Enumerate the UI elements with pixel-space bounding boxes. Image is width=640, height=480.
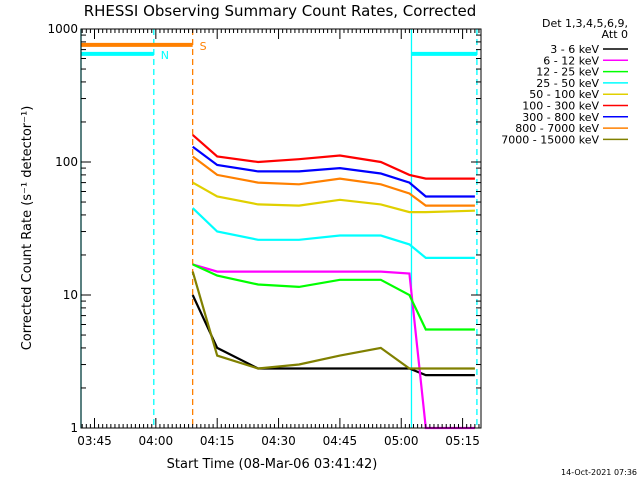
legend-label-5: 50 - 100 keV xyxy=(529,88,599,101)
flag-s-label: S xyxy=(200,40,207,53)
x-tick-label: 05:00 xyxy=(384,434,419,448)
series-line-3 xyxy=(192,263,475,331)
legend-label-9: 7000 - 15000 keV xyxy=(501,133,599,146)
series-line-2 xyxy=(192,263,475,430)
x-tick-label: 04:00 xyxy=(139,434,174,448)
series-line-5 xyxy=(192,181,475,214)
legend-label-1: 3 - 6 keV xyxy=(550,43,599,56)
legend-header-line-2: Att 0 xyxy=(602,28,628,41)
y-tick-label: 1 xyxy=(70,421,78,435)
plot-frame xyxy=(80,28,482,429)
series-line-4 xyxy=(191,207,475,259)
date-stamp: 14-Oct-2021 07:36 xyxy=(561,468,637,477)
x-tick-label: 05:15 xyxy=(445,434,480,448)
series-line-1 xyxy=(191,294,475,377)
chart-title: RHESSI Observing Summary Count Rates, Co… xyxy=(84,2,477,20)
x-axis-label: Start Time (08-Mar-06 03:41:42) xyxy=(167,457,378,472)
y-tick-label: 100 xyxy=(55,155,78,169)
series-line-6 xyxy=(191,134,475,180)
legend-label-4: 25 - 50 keV xyxy=(536,77,599,90)
legend-label-7: 300 - 800 keV xyxy=(522,111,599,124)
axes: 1 10 100 1000 03:45 04:00 04:15 04:30 04:45 05:00… xyxy=(47,22,482,448)
legend-label-3: 12 - 25 keV xyxy=(536,66,599,79)
legend-label-8: 800 - 7000 keV xyxy=(515,122,599,135)
legend-label-2: 6 - 12 keV xyxy=(543,54,599,67)
legend-header: Det 1,3,4,5,6,9, Att 0 xyxy=(542,17,628,41)
legend-header-line-1: Det 1,3,4,5,6,9, xyxy=(542,17,628,30)
flag-n-label: N xyxy=(161,49,169,62)
legend-label-6: 100 - 300 keV xyxy=(522,100,599,113)
y-axis-label: Corrected Count Rate (s⁻¹ detector⁻¹) xyxy=(20,106,35,351)
x-tick-label: 04:30 xyxy=(261,434,296,448)
x-tick-label: 04:45 xyxy=(323,434,358,448)
plot-area: NS xyxy=(80,29,478,430)
y-tick-label: 10 xyxy=(63,288,78,302)
y-tick-label: 1000 xyxy=(47,22,78,36)
x-tick-label: 04:15 xyxy=(200,434,235,448)
series-line-7 xyxy=(192,145,475,198)
series-line-9 xyxy=(191,271,475,370)
series-line-8 xyxy=(192,155,475,207)
x-tick-label: 03:45 xyxy=(77,434,112,448)
